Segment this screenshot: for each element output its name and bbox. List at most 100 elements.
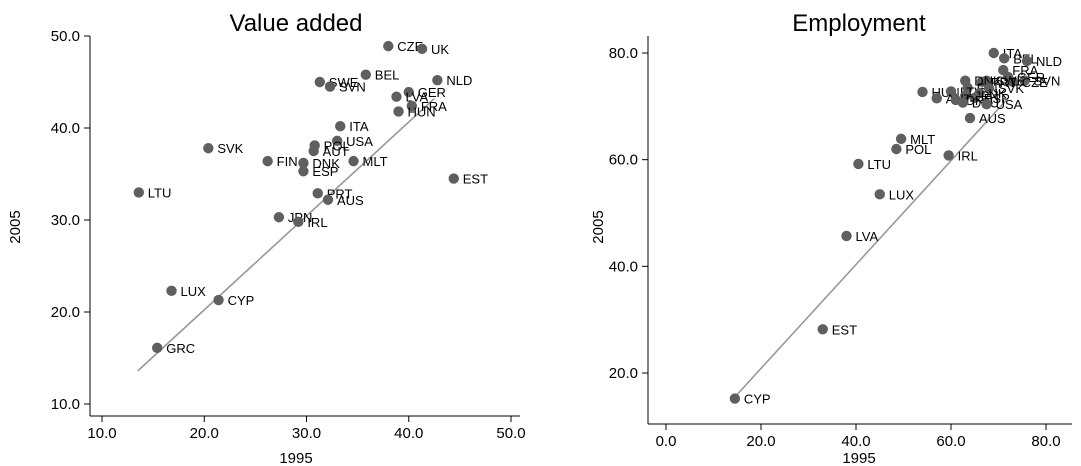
employment-point-cze bbox=[1007, 76, 1018, 88]
employment-y-tick-label: 20.0 bbox=[609, 365, 638, 382]
value-added-point-swe bbox=[314, 76, 325, 88]
employment-point-label-pol: POL bbox=[905, 142, 931, 157]
value-added-axes bbox=[89, 36, 520, 417]
employment-title: Employment bbox=[792, 10, 926, 37]
employment-point-aut bbox=[931, 93, 942, 104]
value-added-point-jpn bbox=[273, 212, 285, 223]
value-added-point-aut bbox=[308, 145, 319, 157]
value-added-point-svk bbox=[203, 143, 214, 154]
employment-point-hun bbox=[917, 86, 928, 98]
employment-point-label-usa: USA bbox=[996, 97, 1023, 112]
employment-point-label-mlt: MLT bbox=[910, 132, 935, 147]
employment-point-label-cyp: CYP bbox=[744, 392, 771, 407]
value-added-point-label-fin: FIN bbox=[277, 154, 298, 169]
value-added-point-label-svn: SVN bbox=[339, 80, 366, 95]
value-added-point-label-bel: BEL bbox=[375, 68, 400, 83]
value-added-point-label-usa: USA bbox=[346, 134, 373, 149]
employment-x-tick-label: 0.0 bbox=[656, 433, 677, 450]
employment-points: ITABELNLDFRAGERSVNCZESWEPRTDNKFINSVKHUNL… bbox=[729, 46, 1062, 407]
value-added-x-tick-label: 30.0 bbox=[292, 425, 321, 442]
value-added-point-esp bbox=[298, 166, 309, 177]
employment-x-tick-label: 20.0 bbox=[746, 433, 775, 450]
value-added-point-fra bbox=[406, 100, 418, 112]
employment-ticks: 0.0 20.0 40.0 60.0 80.0 20.0 40.0 60.0 80.0 bbox=[609, 45, 1061, 450]
value-added-x-tick-label: 40.0 bbox=[394, 425, 423, 442]
employment-point-est bbox=[817, 324, 828, 335]
employment-point-label-uk: UK bbox=[989, 86, 1007, 101]
value-added-point-label-ita: ITA bbox=[349, 119, 369, 134]
value-added-chart: Value added 1995 2005 10.0 20.0 30.0 40.0 50… bbox=[7, 10, 526, 466]
value-added-x-tick-label: 10.0 bbox=[87, 425, 116, 442]
employment-y-tick-label: 60.0 bbox=[609, 152, 638, 169]
employment-fit-line bbox=[734, 97, 1009, 398]
value-added-point-label-nld: NLD bbox=[446, 73, 472, 88]
value-added-point-label-pol: POL bbox=[324, 138, 350, 153]
value-added-point-label-ltu: LTU bbox=[148, 185, 172, 200]
employment-point-irl bbox=[943, 150, 954, 161]
value-added-point-grc bbox=[152, 342, 163, 354]
employment-x-axis-label: 1995 bbox=[842, 450, 875, 466]
value-added-point-label-prt: PRT bbox=[327, 186, 353, 201]
value-added-point-label-swe: SWE bbox=[329, 75, 359, 90]
value-added-point-label-cze: CZE bbox=[397, 39, 423, 54]
value-added-ticks: 10.0 20.0 30.0 40.0 50.0 10.0 20.0 30.0 40.0 50.0 bbox=[51, 28, 526, 442]
employment-y-tick-label: 80.0 bbox=[609, 45, 638, 62]
employment-point-ita bbox=[988, 47, 999, 59]
employment-point-svk bbox=[983, 83, 995, 94]
value-added-point-dnk bbox=[298, 157, 309, 169]
value-added-point-label-hun: HUN bbox=[408, 104, 436, 119]
employment-point-label-dnk: DNK bbox=[974, 74, 1002, 89]
value-added-title: Value added bbox=[229, 10, 362, 37]
value-added-point-label-irl: IRL bbox=[307, 215, 327, 230]
value-added-point-usa bbox=[331, 135, 343, 147]
value-added-y-tick-label: 50.0 bbox=[51, 28, 80, 45]
employment-point-ltv bbox=[945, 86, 957, 97]
employment-point-label-lva: LVA bbox=[856, 229, 879, 244]
employment-point-label-irl: IRL bbox=[958, 148, 978, 163]
value-added-point-cyp bbox=[213, 294, 224, 306]
employment-point-bel bbox=[999, 53, 1010, 64]
value-added-point-lva bbox=[391, 91, 402, 102]
employment-point-label-fra: FRA bbox=[1012, 63, 1038, 78]
employment-chart: Employment 1995 2005 0.0 20.0 40.0 60.0 80.0… bbox=[590, 10, 1072, 466]
value-added-y-tick-label: 20.0 bbox=[51, 304, 80, 321]
value-added-point-ger bbox=[403, 86, 414, 98]
employment-point-label-aus: AUS bbox=[979, 111, 1006, 126]
value-added-point-bel bbox=[360, 69, 372, 80]
value-added-point-fin bbox=[262, 155, 273, 167]
employment-point-deu bbox=[957, 97, 969, 108]
value-added-point-label-svk: SVK bbox=[217, 141, 243, 156]
value-added-point-label-aus: AUS bbox=[337, 193, 364, 208]
employment-fit bbox=[734, 97, 1009, 398]
employment-point-lux bbox=[874, 189, 885, 200]
value-added-point-label-est: EST bbox=[463, 172, 488, 187]
value-added-point-label-mlt: MLT bbox=[363, 154, 388, 169]
employment-x-tick-label: 60.0 bbox=[936, 433, 965, 450]
employment-point-label-nld: NLD bbox=[1036, 54, 1062, 69]
employment-axes bbox=[647, 36, 1072, 425]
value-added-point-ltu bbox=[133, 187, 145, 198]
value-added-point-label-aut: AUT bbox=[323, 144, 349, 159]
value-added-point-irl bbox=[293, 216, 304, 228]
employment-point-label-svk: SVK bbox=[998, 81, 1024, 96]
value-added-point-ita bbox=[335, 120, 346, 132]
value-added-point-svn bbox=[324, 81, 336, 92]
value-added-point-cze bbox=[383, 40, 394, 52]
value-added-x-axis-label: 1995 bbox=[279, 450, 312, 466]
employment-point-label-jpn: JPN bbox=[974, 89, 999, 104]
value-added-point-label-dnk: DNK bbox=[312, 156, 340, 171]
employment-point-cyp bbox=[729, 393, 741, 404]
employment-point-usa bbox=[981, 99, 992, 110]
employment-point-label-est: EST bbox=[832, 322, 857, 337]
value-added-point-est bbox=[448, 173, 459, 184]
employment-y-axis-label: 2005 bbox=[590, 210, 607, 243]
employment-point-ltu bbox=[853, 158, 864, 170]
employment-point-svn bbox=[1019, 75, 1030, 86]
value-added-point-label-ger: GER bbox=[418, 85, 446, 100]
value-added-fit-line bbox=[137, 97, 435, 372]
value-added-x-tick-label: 20.0 bbox=[190, 425, 219, 442]
employment-point-label-svn: SVN bbox=[1034, 74, 1061, 89]
employment-point-label-prt: PRT bbox=[991, 75, 1017, 90]
